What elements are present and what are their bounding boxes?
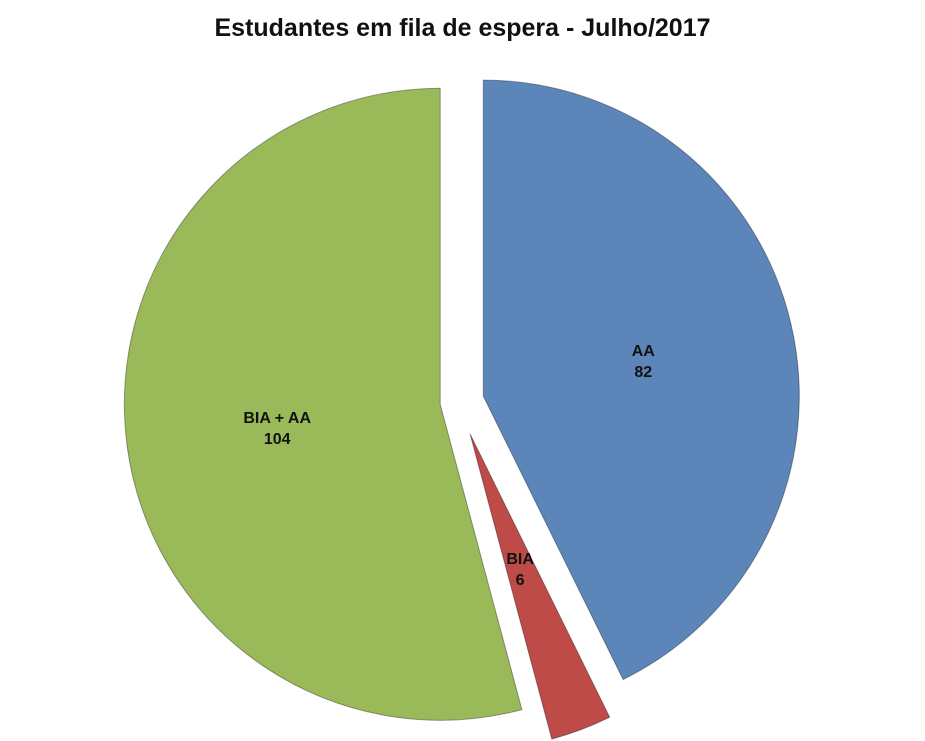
pie-slice-bia [469, 433, 611, 740]
chart-title: Estudantes em fila de espera - Julho/201… [214, 14, 711, 42]
pie-slice-aa [482, 79, 800, 681]
slice-label-aa: AA 82 [632, 343, 656, 381]
pie-slice-bia-aa [123, 87, 523, 721]
slice-label-bia: BIA 6 [506, 551, 534, 589]
slice-label-bia-aa: BIA + AA 104 [243, 410, 311, 448]
